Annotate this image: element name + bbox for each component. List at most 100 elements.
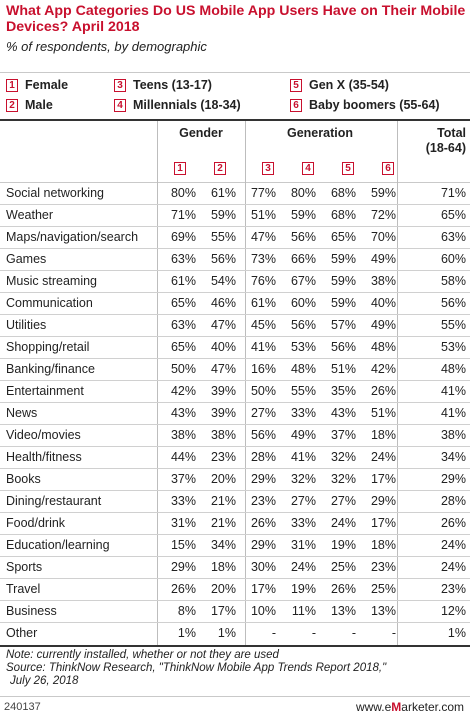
row-category: Other — [6, 626, 38, 640]
row-value: 21% — [210, 494, 236, 508]
row-divider — [0, 578, 470, 579]
row-value: 37% — [170, 472, 196, 486]
row-divider — [0, 358, 470, 359]
table-row: Other 1% 1% - - - - 1% — [0, 623, 470, 645]
brand-logo: www.eMarketer.com — [356, 700, 464, 714]
row-divider — [0, 314, 470, 315]
row-category: Communication — [6, 296, 93, 310]
row-category: Shopping/retail — [6, 340, 90, 354]
legend-badge: 4 — [114, 98, 126, 112]
row-value: 38% — [440, 428, 466, 442]
row-value: 23% — [250, 494, 276, 508]
table-row: Food/drink 31% 21% 26% 33% 24% 17% 26% — [0, 513, 470, 535]
row-value: 63% — [440, 230, 466, 244]
row-value: 76% — [250, 274, 276, 288]
row-value: 65% — [170, 340, 196, 354]
row-value: 34% — [210, 538, 236, 552]
table-row: Social networking 80% 61% 77% 80% 68% 59% 71% — [0, 183, 470, 205]
row-value: 25% — [330, 560, 356, 574]
row-category: Travel — [6, 582, 41, 596]
row-divider — [0, 402, 470, 403]
row-value: 55% — [440, 318, 466, 332]
legend-label: Gen X (35-54) — [309, 78, 389, 92]
row-value: 72% — [370, 208, 396, 222]
row-value: 56% — [440, 296, 466, 310]
brand-text: www.eMarketer.com — [355, 700, 464, 714]
row-value: 10% — [250, 604, 276, 618]
row-value: 80% — [290, 186, 316, 200]
row-value: 29% — [170, 560, 196, 574]
row-value: 61% — [170, 274, 196, 288]
row-value: 23% — [210, 450, 236, 464]
row-value: 45% — [250, 318, 276, 332]
row-value: 55% — [210, 230, 236, 244]
source-text: Source: ThinkNow Research, "ThinkNow Mob… — [6, 662, 387, 674]
row-value: 68% — [330, 186, 356, 200]
row-value: - — [311, 626, 316, 640]
legend-badge: 5 — [290, 78, 302, 92]
row-value: 8% — [177, 604, 196, 618]
table-row: Games 63% 56% 73% 66% 59% 49% 60% — [0, 249, 470, 271]
table-top-rule — [0, 119, 470, 121]
row-value: 23% — [370, 560, 396, 574]
row-value: 41% — [440, 384, 466, 398]
row-value: 55% — [290, 384, 316, 398]
row-category: Music streaming — [6, 274, 97, 288]
row-value: 40% — [210, 340, 236, 354]
table-row: Video/movies 38% 38% 56% 49% 37% 18% 38% — [0, 425, 470, 447]
row-category: Weather — [6, 208, 54, 222]
row-category: Business — [6, 604, 57, 618]
row-divider — [0, 446, 470, 447]
column-badge-5: 5 — [342, 162, 354, 175]
row-value: 31% — [170, 516, 196, 530]
row-value: 59% — [330, 296, 356, 310]
table-row: Music streaming 61% 54% 76% 67% 59% 38% 58% — [0, 271, 470, 293]
row-value: 49% — [370, 252, 396, 266]
row-value: 26% — [370, 384, 396, 398]
row-value: - — [391, 626, 396, 640]
table-row: Books 37% 20% 29% 32% 32% 17% 29% — [0, 469, 470, 491]
row-value: 26% — [170, 582, 196, 596]
row-value: 26% — [330, 582, 356, 596]
row-value: 49% — [370, 318, 396, 332]
legend-label: Baby boomers (55-64) — [309, 98, 440, 112]
table-row: Weather 71% 59% 51% 59% 68% 72% 65% — [0, 205, 470, 227]
row-value: 17% — [210, 604, 236, 618]
divider-gender — [157, 121, 158, 645]
legend-badge: 6 — [290, 98, 302, 112]
table-row: News 43% 39% 27% 33% 43% 51% 41% — [0, 403, 470, 425]
legend-label: Female — [25, 78, 69, 92]
row-value: 56% — [330, 340, 356, 354]
row-value: 24% — [330, 516, 356, 530]
row-value: 33% — [290, 516, 316, 530]
divider-total — [397, 121, 398, 645]
row-value: 47% — [210, 318, 236, 332]
row-value: 65% — [440, 208, 466, 222]
table-row: Education/learning 15% 34% 29% 31% 19% 18% 24% — [0, 535, 470, 557]
row-value: 61% — [250, 296, 276, 310]
row-divider — [0, 204, 470, 205]
row-value: 31% — [290, 538, 316, 552]
row-value: 65% — [330, 230, 356, 244]
row-value: 51% — [330, 362, 356, 376]
row-value: 17% — [370, 472, 396, 486]
row-value: 29% — [250, 472, 276, 486]
table-row: Banking/finance 50% 47% 16% 48% 51% 42% 48% — [0, 359, 470, 381]
footer-rule — [0, 696, 470, 697]
row-value: 60% — [440, 252, 466, 266]
row-value: 27% — [330, 494, 356, 508]
row-divider — [0, 622, 470, 623]
table-row: Business 8% 17% 10% 11% 13% 13% 12% — [0, 601, 470, 623]
row-value: 61% — [210, 186, 236, 200]
legend-item-3: 3 Teens (13-17) — [114, 78, 212, 92]
row-value: 1% — [177, 626, 196, 640]
table-row: Shopping/retail 65% 40% 41% 53% 56% 48% 53% — [0, 337, 470, 359]
row-value: 59% — [330, 252, 356, 266]
table-row: Communication 65% 46% 61% 60% 59% 40% 56% — [0, 293, 470, 315]
row-category: Food/drink — [6, 516, 66, 530]
legend-item-4: 4 Millennials (18-34) — [114, 98, 241, 112]
row-value: 20% — [210, 582, 236, 596]
row-value: 24% — [440, 560, 466, 574]
total-subheader: (18-64) — [425, 141, 466, 155]
row-value: 50% — [250, 384, 276, 398]
